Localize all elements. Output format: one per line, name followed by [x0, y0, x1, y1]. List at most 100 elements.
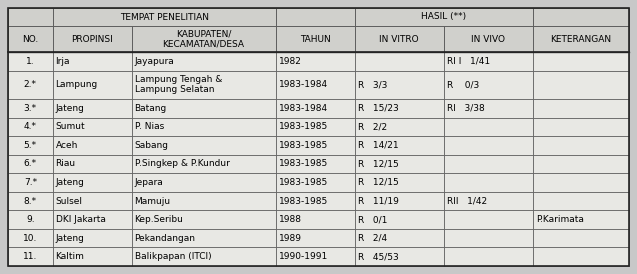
Bar: [8, 229, 53, 247]
Bar: [444, 173, 533, 192]
Bar: [533, 155, 629, 173]
Bar: [8, 52, 53, 71]
Bar: [355, 99, 444, 118]
Bar: [533, 71, 629, 99]
Text: Aceh: Aceh: [55, 141, 78, 150]
Text: Kep.Seribu: Kep.Seribu: [134, 215, 183, 224]
Bar: [533, 173, 629, 192]
Text: IN VIVO: IN VIVO: [471, 35, 505, 44]
Bar: [53, 210, 131, 229]
Text: 2.*: 2.*: [24, 80, 37, 89]
Text: Lampung Tengah &
Lampung Selatan: Lampung Tengah & Lampung Selatan: [134, 75, 222, 95]
Bar: [131, 99, 276, 118]
Text: 1983-1985: 1983-1985: [278, 196, 328, 206]
Bar: [533, 210, 629, 229]
Bar: [444, 99, 533, 118]
Text: 7.*: 7.*: [24, 178, 37, 187]
Text: DKI Jakarta: DKI Jakarta: [55, 215, 106, 224]
Bar: [276, 52, 355, 71]
Bar: [131, 26, 276, 52]
Bar: [276, 8, 355, 26]
Text: KABUPATEN/
KECAMATAN/DESA: KABUPATEN/ KECAMATAN/DESA: [162, 29, 245, 49]
Bar: [131, 136, 276, 155]
Bar: [533, 229, 629, 247]
Text: 1988: 1988: [278, 215, 301, 224]
Bar: [533, 52, 629, 71]
Bar: [355, 173, 444, 192]
Text: RII   1/42: RII 1/42: [447, 196, 487, 206]
Bar: [8, 118, 53, 136]
Bar: [8, 247, 53, 266]
Text: Jepara: Jepara: [134, 178, 163, 187]
Bar: [131, 210, 276, 229]
Bar: [355, 8, 533, 26]
Bar: [53, 26, 131, 52]
Text: Lampung: Lampung: [55, 80, 98, 89]
Text: 1982: 1982: [278, 57, 301, 66]
Text: R   3/3: R 3/3: [357, 80, 387, 89]
Bar: [276, 247, 355, 266]
Bar: [444, 155, 533, 173]
Text: Batang: Batang: [134, 104, 167, 113]
Text: 11.: 11.: [23, 252, 38, 261]
Bar: [276, 99, 355, 118]
Bar: [53, 247, 131, 266]
Text: Riau: Riau: [55, 159, 76, 169]
Bar: [131, 173, 276, 192]
Bar: [53, 136, 131, 155]
Bar: [8, 210, 53, 229]
Bar: [444, 192, 533, 210]
Text: HASIL (**): HASIL (**): [421, 13, 466, 21]
Text: Jateng: Jateng: [55, 234, 85, 243]
Text: 1.: 1.: [26, 57, 34, 66]
Bar: [8, 173, 53, 192]
Text: 9.: 9.: [26, 215, 34, 224]
Text: R   15/23: R 15/23: [357, 104, 398, 113]
Bar: [355, 247, 444, 266]
Text: R    0/3: R 0/3: [447, 80, 479, 89]
Bar: [53, 229, 131, 247]
Text: R   2/4: R 2/4: [357, 234, 387, 243]
Text: 10.: 10.: [23, 234, 38, 243]
Text: R   12/15: R 12/15: [357, 178, 398, 187]
Bar: [533, 136, 629, 155]
Text: Irja: Irja: [55, 57, 70, 66]
Bar: [8, 192, 53, 210]
Bar: [131, 247, 276, 266]
Text: Sulsel: Sulsel: [55, 196, 83, 206]
Bar: [53, 52, 131, 71]
Text: R   0/1: R 0/1: [357, 215, 387, 224]
Text: Kaltim: Kaltim: [55, 252, 85, 261]
Text: R   11/19: R 11/19: [357, 196, 398, 206]
Bar: [276, 229, 355, 247]
Bar: [355, 26, 444, 52]
Text: RI I   1/41: RI I 1/41: [447, 57, 490, 66]
Bar: [355, 155, 444, 173]
Bar: [276, 192, 355, 210]
Text: P. Nias: P. Nias: [134, 122, 164, 131]
Text: 1983-1985: 1983-1985: [278, 141, 328, 150]
Bar: [444, 71, 533, 99]
Text: Sumut: Sumut: [55, 122, 85, 131]
Bar: [53, 118, 131, 136]
Bar: [355, 71, 444, 99]
Text: R   45/53: R 45/53: [357, 252, 398, 261]
Bar: [131, 192, 276, 210]
Bar: [53, 173, 131, 192]
Bar: [131, 118, 276, 136]
Text: TAHUN: TAHUN: [299, 35, 331, 44]
Text: R   2/2: R 2/2: [357, 122, 387, 131]
Text: P.Singkep & P.Kundur: P.Singkep & P.Kundur: [134, 159, 229, 169]
Bar: [131, 71, 276, 99]
Bar: [53, 99, 131, 118]
Bar: [276, 118, 355, 136]
Bar: [276, 71, 355, 99]
Text: Sabang: Sabang: [134, 141, 169, 150]
Bar: [276, 173, 355, 192]
Bar: [355, 210, 444, 229]
Bar: [355, 192, 444, 210]
Text: 1983-1985: 1983-1985: [278, 159, 328, 169]
Text: PROPINSI: PROPINSI: [71, 35, 113, 44]
Bar: [276, 155, 355, 173]
Text: 6.*: 6.*: [24, 159, 37, 169]
